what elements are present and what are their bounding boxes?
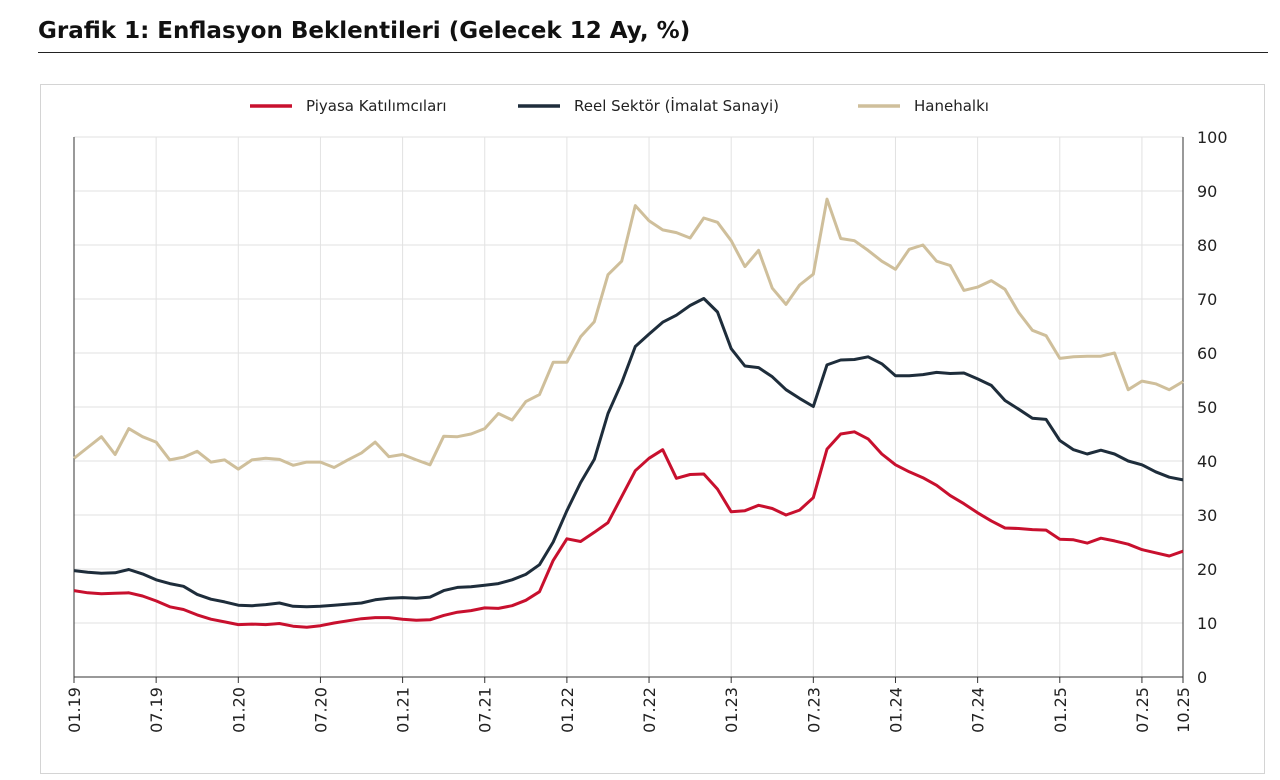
legend-label: Reel Sektör (İmalat Sanayi) xyxy=(574,96,779,115)
y-tick-label: 80 xyxy=(1197,236,1217,255)
y-tick-label: 20 xyxy=(1197,560,1217,579)
title-divider xyxy=(38,52,1268,53)
y-tick-label: 70 xyxy=(1197,290,1217,309)
x-tick-label: 01.25 xyxy=(1051,687,1070,733)
y-tick-label: 100 xyxy=(1197,128,1228,147)
y-tick-label: 60 xyxy=(1197,344,1217,363)
x-tick-label: 07.22 xyxy=(640,687,659,733)
y-tick-label: 0 xyxy=(1197,668,1207,687)
legend-label: Piyasa Katılımcıları xyxy=(306,97,447,115)
series-line xyxy=(73,430,1184,629)
y-tick-label: 50 xyxy=(1197,398,1217,417)
x-tick-label: 07.23 xyxy=(804,687,823,733)
x-tick-label: 07.21 xyxy=(476,687,495,733)
x-tick-label: 07.20 xyxy=(311,687,330,733)
series-line xyxy=(73,297,1184,609)
x-tick-label: 07.25 xyxy=(1133,687,1152,733)
x-tick-label: 01.19 xyxy=(65,687,84,733)
chart-title: Grafik 1: Enflasyon Beklentileri (Gelece… xyxy=(38,18,691,44)
x-tick-label: 01.20 xyxy=(229,687,248,733)
x-tick-label: 07.19 xyxy=(147,687,166,733)
x-tick-label: 01.22 xyxy=(558,687,577,733)
x-tick-label: 07.24 xyxy=(969,687,988,733)
y-tick-label: 10 xyxy=(1197,614,1217,633)
series-line xyxy=(73,197,1184,471)
x-tick-label: 10.25 xyxy=(1174,687,1193,733)
legend-label: Hanehalkı xyxy=(914,97,989,115)
x-tick-label: 01.24 xyxy=(886,687,905,733)
chart-frame xyxy=(40,84,1265,774)
y-tick-label: 40 xyxy=(1197,452,1217,471)
x-tick-label: 01.21 xyxy=(394,687,413,733)
y-tick-label: 30 xyxy=(1197,506,1217,525)
y-tick-label: 90 xyxy=(1197,182,1217,201)
x-tick-label: 01.23 xyxy=(722,687,741,733)
